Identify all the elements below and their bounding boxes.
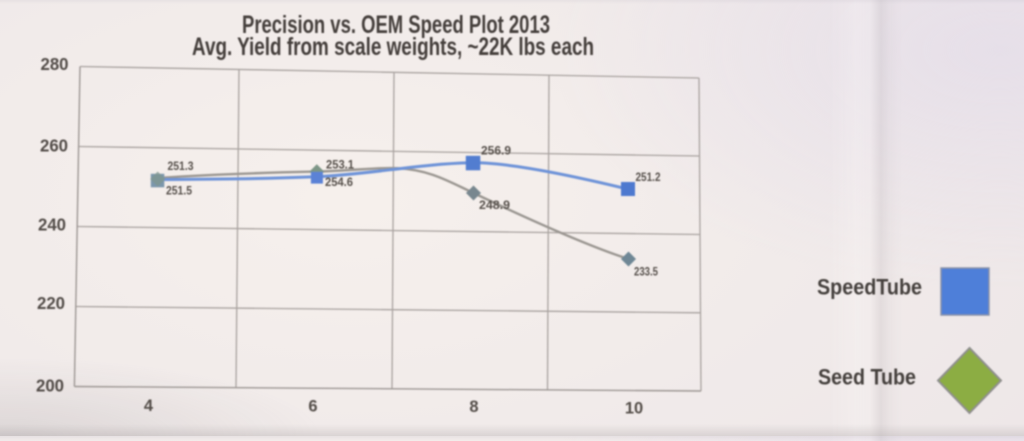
svg-text:Precision vs. OEM Speed Plot 2: Precision vs. OEM Speed Plot 2013: [242, 11, 550, 39]
svg-text:280: 280: [41, 54, 69, 74]
svg-text:251.3: 251.3: [168, 161, 194, 173]
svg-text:SpeedTube: SpeedTube: [817, 275, 922, 300]
svg-text:6: 6: [308, 398, 317, 416]
svg-text:251.2: 251.2: [636, 172, 661, 184]
svg-text:253.1: 253.1: [326, 160, 355, 172]
svg-text:254.6: 254.6: [325, 177, 353, 189]
svg-text:233.5: 233.5: [634, 267, 659, 279]
svg-text:251.5: 251.5: [166, 186, 193, 198]
svg-text:8: 8: [469, 398, 478, 416]
svg-text:260: 260: [40, 136, 68, 156]
svg-text:240: 240: [38, 215, 66, 235]
svg-text:220: 220: [37, 293, 65, 313]
svg-text:248.9: 248.9: [479, 200, 510, 212]
svg-text:Seed Tube: Seed Tube: [818, 365, 916, 390]
svg-text:Avg. Yield from scale weights,: Avg. Yield from scale weights, ~22K lbs …: [192, 33, 594, 61]
svg-text:200: 200: [36, 376, 64, 396]
svg-text:256.9: 256.9: [481, 146, 511, 158]
svg-text:10: 10: [625, 400, 643, 418]
svg-text:4: 4: [144, 397, 154, 415]
